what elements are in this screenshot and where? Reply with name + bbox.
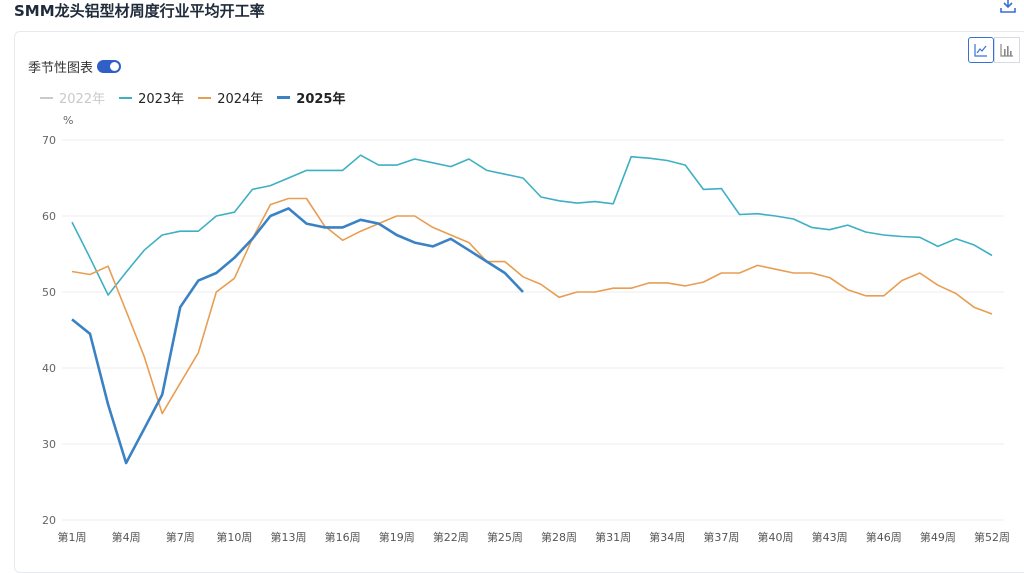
chart-legend: 2022年 2023年 2024年 2025年 xyxy=(40,88,345,107)
y-tick-label: 60 xyxy=(42,210,56,223)
legend-item-2022[interactable]: 2022年 xyxy=(40,88,105,107)
y-tick-label: 30 xyxy=(42,438,56,451)
legend-swatch-2025 xyxy=(277,96,291,99)
bar-chart-icon[interactable] xyxy=(994,37,1020,63)
x-tick-label: 第40周 xyxy=(758,530,794,544)
x-tick-label: 第16周 xyxy=(325,530,361,544)
x-tick-label: 第25周 xyxy=(487,530,523,544)
legend-swatch-2023 xyxy=(119,96,133,99)
y-tick-label: 50 xyxy=(42,286,56,299)
legend-item-2023[interactable]: 2023年 xyxy=(119,88,184,107)
x-tick-label: 第4周 xyxy=(112,530,141,544)
x-tick-label: 第22周 xyxy=(433,530,469,544)
download-icon[interactable] xyxy=(998,0,1018,16)
x-tick-label: 第31周 xyxy=(595,530,631,544)
x-tick-label: 第49周 xyxy=(920,530,956,544)
legend-swatch-2022 xyxy=(40,96,53,99)
line-chart-icon[interactable] xyxy=(968,37,994,63)
x-tick-label: 第7周 xyxy=(166,530,195,544)
page-title: SMM龙头铝型材周度行业平均开工率 xyxy=(14,2,265,20)
legend-label-2025: 2025年 xyxy=(296,92,346,107)
x-tick-label: 第52周 xyxy=(974,530,1010,544)
series-line-2025年 xyxy=(71,207,524,465)
x-tick-label: 第46周 xyxy=(866,530,902,544)
x-tick-label: 第28周 xyxy=(541,530,577,544)
x-tick-label: 第34周 xyxy=(649,530,685,544)
x-tick-label: 第19周 xyxy=(379,530,415,544)
y-tick-label: 70 xyxy=(42,134,56,147)
view-switch xyxy=(968,37,1020,63)
legend-swatch-2024 xyxy=(198,96,212,99)
y-tick-label: 40 xyxy=(42,362,56,375)
legend-label-2024: 2024年 xyxy=(217,92,264,107)
legend-label-2022: 2022年 xyxy=(59,92,106,107)
line-chart: 20 30 40 50 60 70% 第1周 第4周 第7周 第10周 第13周 第16周 第19周 第2… xyxy=(42,114,1010,544)
y-axis-unit: % xyxy=(63,114,73,127)
x-tick-label: 第43周 xyxy=(812,530,848,544)
seasonal-toggle[interactable] xyxy=(97,60,122,73)
series-line-2024年 xyxy=(71,197,993,415)
seasonal-toggle-row: 季节性图表 xyxy=(28,57,122,76)
y-tick-label: 20 xyxy=(42,514,56,527)
legend-item-2024[interactable]: 2024年 xyxy=(198,88,263,107)
x-tick-label: 第37周 xyxy=(703,530,739,544)
series-line-2023年 xyxy=(71,154,993,296)
legend-label-2023: 2023年 xyxy=(138,92,185,107)
legend-item-2025[interactable]: 2025年 xyxy=(277,88,345,107)
x-tick-label: 第1周 xyxy=(58,530,87,544)
seasonal-label: 季节性图表 xyxy=(28,61,94,76)
x-tick-label: 第13周 xyxy=(270,530,306,544)
x-tick-label: 第10周 xyxy=(216,530,252,544)
